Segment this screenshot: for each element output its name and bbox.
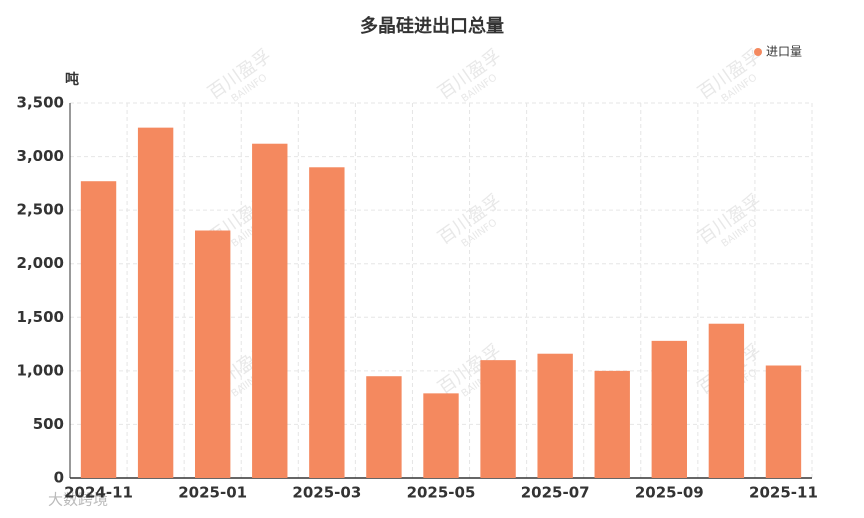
y-tick-label: 1,000 bbox=[17, 361, 64, 379]
bar bbox=[708, 323, 745, 478]
y-tick-label: 1,500 bbox=[17, 308, 64, 326]
bar bbox=[480, 360, 516, 478]
x-tick-label: 2025-09 bbox=[635, 484, 704, 502]
y-tick-label: 2,000 bbox=[17, 254, 64, 272]
bar bbox=[537, 353, 573, 478]
x-tick-label: 2025-03 bbox=[292, 484, 361, 502]
x-tick-label: 2025-11 bbox=[749, 484, 818, 502]
y-tick-label: 0 bbox=[54, 469, 64, 487]
footer-logo: 大数跨境 bbox=[48, 491, 108, 509]
y-tick-label: 3,000 bbox=[17, 147, 64, 165]
y-tick-label: 3,500 bbox=[17, 94, 64, 112]
y-tick-label: 2,500 bbox=[17, 201, 64, 219]
bar bbox=[765, 365, 802, 478]
bar bbox=[80, 181, 117, 478]
y-tick-label: 500 bbox=[33, 415, 64, 433]
legend-marker bbox=[754, 48, 762, 56]
bar bbox=[137, 127, 174, 479]
bar bbox=[423, 393, 459, 478]
y-axis-label: 吨 bbox=[65, 71, 79, 88]
x-tick-label: 2025-05 bbox=[407, 484, 476, 502]
bar bbox=[651, 340, 688, 478]
bar bbox=[594, 370, 630, 478]
bar bbox=[194, 230, 231, 478]
bar bbox=[252, 143, 288, 478]
bar bbox=[366, 376, 402, 478]
legend-label: 进口量 bbox=[766, 45, 802, 59]
x-tick-label: 2025-01 bbox=[178, 484, 247, 502]
x-tick-label: 2024-11 bbox=[64, 484, 133, 502]
bar bbox=[309, 167, 345, 479]
chart-title: 多晶硅进出口总量 bbox=[360, 15, 504, 37]
x-tick-label: 2025-07 bbox=[521, 484, 590, 502]
